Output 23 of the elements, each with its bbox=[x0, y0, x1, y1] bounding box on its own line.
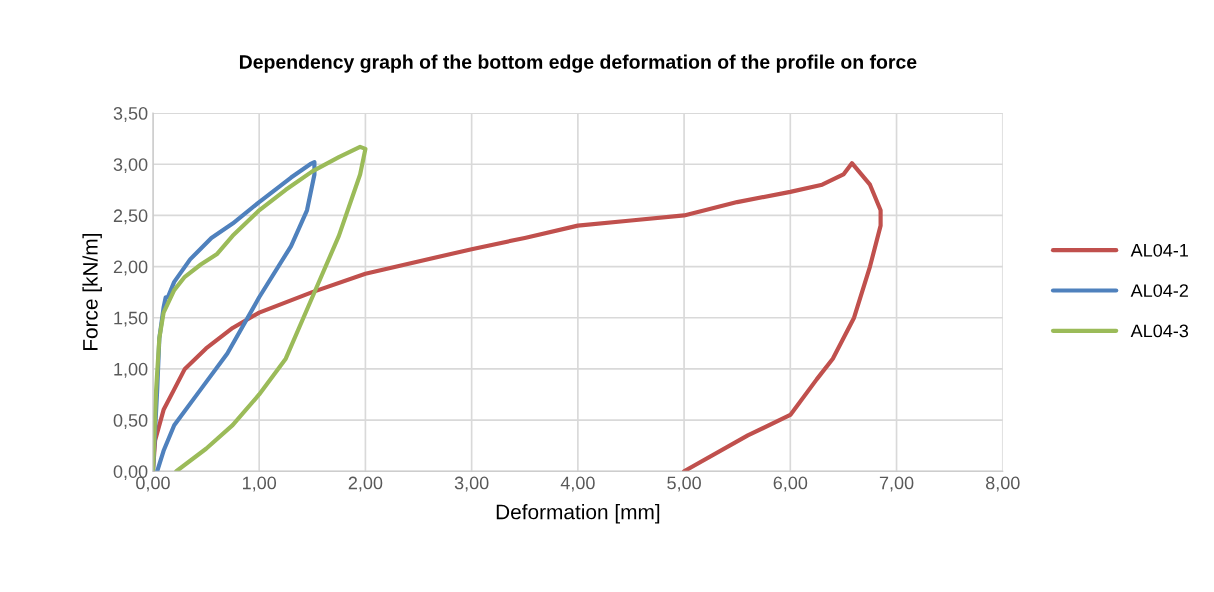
x-tick-label: 3,00 bbox=[454, 476, 489, 492]
x-tick-label: 5,00 bbox=[667, 476, 701, 492]
line-series bbox=[152, 144, 368, 472]
y-tick-label: 3,00 bbox=[113, 158, 148, 174]
x-tick-label: 2,00 bbox=[348, 476, 383, 492]
y-tick-label: 0,50 bbox=[113, 414, 148, 429]
y-tick-label: 3,50 bbox=[113, 107, 148, 122]
x-tick-label: 8,00 bbox=[985, 476, 1020, 492]
y-tick-label: 2,50 bbox=[113, 209, 148, 225]
y-tick-label: 2,00 bbox=[113, 260, 148, 276]
x-tick-label: 6,00 bbox=[773, 476, 808, 492]
line-series bbox=[152, 161, 883, 472]
x-tick-label: 7,00 bbox=[879, 476, 914, 492]
legend-label: AL04-3 bbox=[1130, 324, 1189, 338]
y-tick-label: 1,50 bbox=[114, 311, 148, 327]
chart-title: Dependency graph of the bottom edge deformation of the profile on force bbox=[239, 54, 917, 73]
y-axis-title: Force [kN/m] bbox=[82, 234, 102, 351]
legend-label: AL04-2 bbox=[1130, 284, 1188, 297]
y-tick-label: 1,00 bbox=[114, 362, 148, 378]
x-tick-label: 4,00 bbox=[560, 476, 595, 492]
legend-label: AL04-1 bbox=[1130, 243, 1188, 257]
x-axis-title: Deformation [mm] bbox=[496, 504, 660, 524]
x-tick-label: 1,00 bbox=[243, 476, 277, 492]
